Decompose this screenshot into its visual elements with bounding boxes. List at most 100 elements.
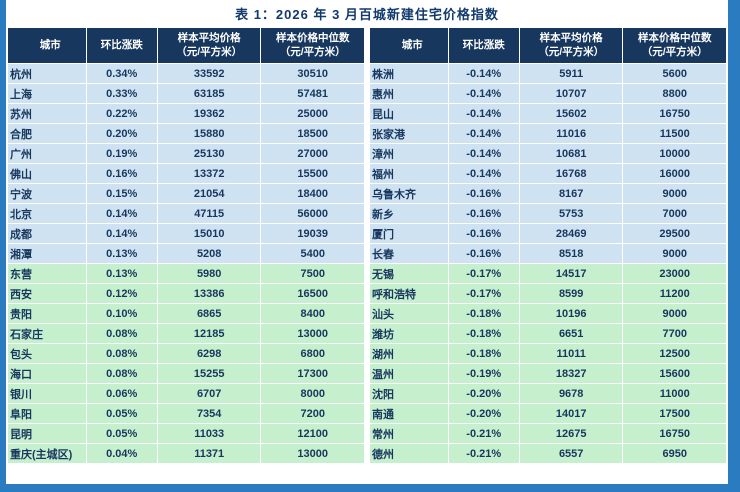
mom-change-cell: 0.13% [85,263,158,284]
mom-change-cell: 0.10% [85,303,158,324]
table-row: 乌鲁木齐 -0.16% 8167 9000 [369,183,727,204]
table-header: 城市 环比涨跌 样本平均价格 （元/平方米） 样本价格中位数 （元/平方米） [7,27,365,64]
city-cell: 昆明 [7,423,87,444]
city-cell: 长春 [369,243,449,264]
median-price-cell: 11000 [622,383,727,404]
median-price-cell: 5400 [260,243,365,264]
median-price-cell: 16000 [622,163,727,184]
avg-price-cell: 15880 [156,123,262,144]
median-price-cell: 18400 [260,183,365,204]
avg-price-cell: 47115 [156,203,262,224]
avg-price-cell: 6865 [156,303,262,324]
table-row: 无锡 -0.17% 14517 23000 [369,263,727,284]
median-price-cell: 11500 [622,123,727,144]
mom-change-cell: -0.16% [447,183,520,204]
mom-change-cell: 0.08% [85,363,158,384]
table-row: 杭州 0.34% 33592 30510 [7,63,365,84]
avg-price-cell: 18327 [518,363,624,384]
city-cell: 贵阳 [7,303,87,324]
table-header: 城市 环比涨跌 样本平均价格 （元/平方米） 样本价格中位数 （元/平方米） [369,27,727,64]
avg-price-cell: 33592 [156,63,262,84]
table-row: 温州 -0.19% 18327 15600 [369,363,727,384]
table-row: 南通 -0.20% 14017 17500 [369,403,727,424]
median-price-cell: 7000 [622,203,727,224]
mom-change-cell: 0.08% [85,343,158,364]
city-cell: 西安 [7,283,87,304]
avg-price-cell: 13386 [156,283,262,304]
median-price-cell: 9000 [622,183,727,204]
median-price-cell: 8000 [260,383,365,404]
mom-change-cell: -0.17% [447,283,520,304]
city-cell: 乌鲁木齐 [369,183,449,204]
table-row: 广州 0.19% 25130 27000 [7,143,365,164]
avg-price-cell: 11033 [156,423,262,444]
table-row: 常州 -0.21% 12675 16750 [369,423,727,444]
mom-change-cell: -0.16% [447,223,520,244]
city-cell: 福州 [369,163,449,184]
table-row: 阜阳 0.05% 7354 7200 [7,403,365,424]
column-header-median-price: 样本价格中位数 （元/平方米） [622,27,727,64]
column-header-avg-price: 样本平均价格 （元/平方米） [156,27,262,64]
mom-change-cell: 0.14% [85,223,158,244]
mom-change-cell: -0.20% [447,383,520,404]
median-price-cell: 16750 [622,103,727,124]
table-row: 漳州 -0.14% 10681 10000 [369,143,727,164]
avg-price-cell: 7354 [156,403,262,424]
median-price-cell: 17500 [622,403,727,424]
city-cell: 湘潭 [7,243,87,264]
median-price-cell: 13000 [260,443,365,464]
mom-change-cell: 0.16% [85,163,158,184]
table-row: 佛山 0.16% 13372 15500 [7,163,365,184]
avg-price-cell: 19362 [156,103,262,124]
median-price-cell: 18500 [260,123,365,144]
avg-price-cell: 11016 [518,123,624,144]
mom-change-cell: -0.20% [447,403,520,424]
table-row: 北京 0.14% 47115 56000 [7,203,365,224]
avg-price-cell: 11371 [156,443,262,464]
mom-change-cell: 0.12% [85,283,158,304]
city-cell: 潍坊 [369,323,449,344]
city-cell: 海口 [7,363,87,384]
city-cell: 南通 [369,403,449,424]
avg-price-cell: 5980 [156,263,262,284]
city-cell: 厦门 [369,223,449,244]
mom-change-cell: 0.13% [85,243,158,264]
median-price-cell: 16500 [260,283,365,304]
table-row: 湖州 -0.18% 11011 12500 [369,343,727,364]
mom-change-cell: -0.18% [447,343,520,364]
avg-price-cell: 5911 [518,63,624,84]
mom-change-cell: 0.20% [85,123,158,144]
city-cell: 银川 [7,383,87,404]
mom-change-cell: 0.05% [85,403,158,424]
city-cell: 北京 [7,203,87,224]
median-price-cell: 11200 [622,283,727,304]
city-cell: 昆山 [369,103,449,124]
column-header-mom-change: 环比涨跌 [85,27,158,64]
avg-price-cell: 14017 [518,403,624,424]
mom-change-cell: 0.14% [85,203,158,224]
median-price-cell: 7700 [622,323,727,344]
city-cell: 包头 [7,343,87,364]
mom-change-cell: -0.14% [447,63,520,84]
table-row: 沈阳 -0.20% 9678 11000 [369,383,727,404]
avg-price-cell: 14517 [518,263,624,284]
price-table-left: 城市 环比涨跌 样本平均价格 （元/平方米） 样本价格中位数 （元/平方米） 杭… [7,27,365,464]
column-header-mom-change: 环比涨跌 [447,27,520,64]
avg-price-cell: 6707 [156,383,262,404]
median-price-cell: 25000 [260,103,365,124]
median-price-cell: 15600 [622,363,727,384]
median-price-cell: 7200 [260,403,365,424]
avg-price-cell: 12675 [518,423,624,444]
median-price-cell: 27000 [260,143,365,164]
avg-price-cell: 25130 [156,143,262,164]
avg-price-cell: 6651 [518,323,624,344]
median-price-cell: 19039 [260,223,365,244]
avg-price-cell: 11011 [518,343,624,364]
table-row: 贵阳 0.10% 6865 8400 [7,303,365,324]
avg-price-cell: 63185 [156,83,262,104]
table-body-right: 株洲 -0.14% 5911 5600 惠州 -0.14% 10707 8800 昆山 -0.14… [369,63,727,464]
table-row: 惠州 -0.14% 10707 8800 [369,83,727,104]
column-header-avg-price: 样本平均价格 （元/平方米） [518,27,624,64]
city-cell: 常州 [369,423,449,444]
city-cell: 德州 [369,443,449,464]
